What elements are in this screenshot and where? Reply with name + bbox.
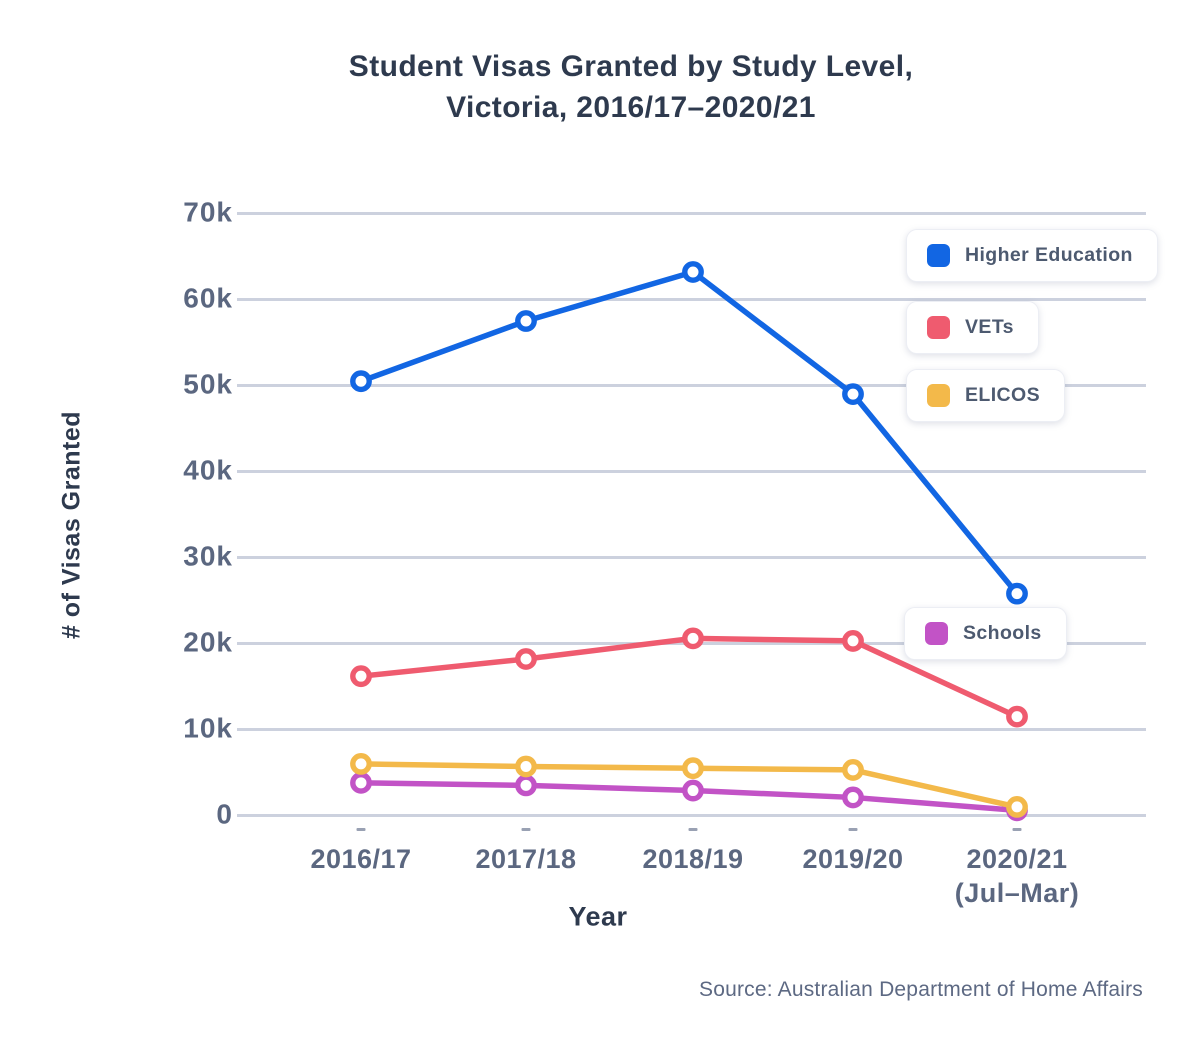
data-point-elicos bbox=[682, 757, 704, 780]
x-tick-2020-21-jul-mar-: 2020/21 (Jul–Mar) bbox=[954, 844, 1080, 908]
data-point-vets bbox=[842, 630, 864, 652]
x-tick-2017-18: 2017/18 bbox=[475, 844, 577, 874]
legend-label-vets: VETs bbox=[965, 316, 1014, 338]
y-tick-20k: 20k bbox=[183, 626, 233, 658]
elicos-swatch-icon bbox=[927, 384, 950, 407]
data-point-elicos bbox=[350, 753, 372, 775]
legend-item-vets: VETs bbox=[906, 301, 1039, 354]
data-point-elicos bbox=[842, 759, 864, 781]
y-tick-30k: 30k bbox=[183, 540, 233, 572]
schools-swatch-icon bbox=[925, 622, 948, 645]
y-tick-10k: 10k bbox=[183, 712, 233, 744]
chart-title: Student Visas Granted by Study Level, Vi… bbox=[31, 46, 1200, 128]
x-tick-2016-17: 2016/17 bbox=[310, 844, 412, 874]
data-point-elicos bbox=[1006, 796, 1028, 818]
x-tick-2018-19: 2018/19 bbox=[642, 844, 744, 874]
data-point-higher-education bbox=[350, 370, 372, 393]
chart-title-line1: Student Visas Granted by Study Level, bbox=[348, 50, 914, 83]
y-tick-0: 0 bbox=[216, 798, 233, 830]
legend-item-higher-education: Higher Education bbox=[906, 229, 1158, 282]
y-tick-50k: 50k bbox=[183, 368, 233, 400]
legend-label-higher-education: Higher Education bbox=[965, 244, 1133, 266]
legend-label-schools: Schools bbox=[963, 622, 1042, 644]
data-point-elicos bbox=[515, 755, 537, 778]
x-tick-2019-20: 2019/20 bbox=[802, 844, 904, 874]
data-point-vets bbox=[682, 627, 704, 650]
data-point-schools bbox=[350, 771, 372, 794]
y-tick-60k: 60k bbox=[183, 282, 233, 314]
chart-title-line2: Victoria, 2016/17–2020/21 bbox=[446, 91, 816, 124]
x-axis-title: Year bbox=[568, 901, 628, 932]
data-point-schools bbox=[682, 779, 704, 802]
y-tick-70k: 70k bbox=[183, 196, 233, 228]
data-point-higher-education bbox=[842, 383, 864, 405]
vets-swatch-icon bbox=[927, 316, 950, 339]
legend-item-elicos: ELICOS bbox=[906, 369, 1065, 422]
data-point-higher-education bbox=[1006, 582, 1028, 605]
legend-item-schools: Schools bbox=[904, 607, 1067, 660]
higher-education-swatch-icon bbox=[927, 244, 950, 267]
data-point-vets bbox=[1006, 705, 1028, 728]
data-point-vets bbox=[515, 648, 537, 670]
data-point-vets bbox=[350, 665, 372, 688]
data-point-higher-education bbox=[682, 261, 704, 283]
legend-label-elicos: ELICOS bbox=[965, 384, 1040, 406]
source-note: Source: Australian Department of Home Af… bbox=[699, 978, 1143, 1001]
data-point-schools bbox=[842, 786, 864, 809]
data-point-higher-education bbox=[515, 310, 537, 332]
y-tick-40k: 40k bbox=[183, 454, 233, 486]
data-point-schools bbox=[515, 774, 537, 797]
